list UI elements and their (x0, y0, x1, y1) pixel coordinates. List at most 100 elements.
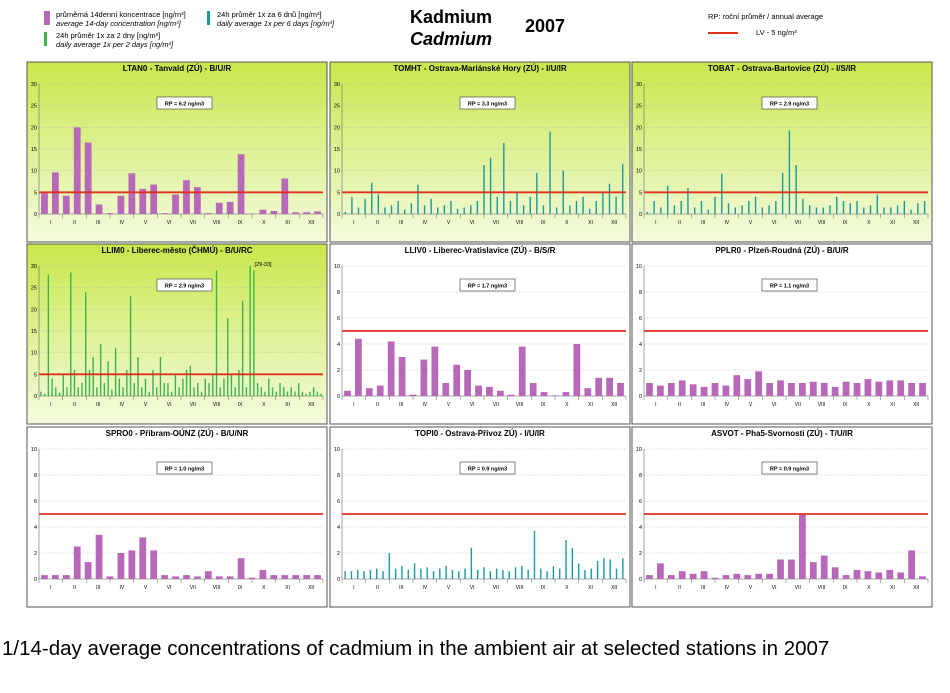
month-label: VIII (213, 585, 221, 591)
month-label: VII (493, 402, 499, 408)
month-label: VIII (516, 585, 524, 591)
data-bar (305, 393, 307, 396)
data-bar (886, 380, 894, 396)
data-bar (533, 530, 536, 579)
data-bar (733, 573, 741, 579)
data-bar (51, 378, 53, 396)
data-bar (357, 207, 360, 214)
data-bar (687, 188, 689, 214)
data-bar (919, 576, 926, 579)
data-bar (185, 370, 188, 396)
panel-title: ASVOT - Pha5-Svornosti (ZÚ) - T/U/IR (711, 429, 853, 438)
data-bar (81, 383, 83, 396)
data-bar (754, 196, 757, 214)
month-label: II (73, 585, 76, 591)
data-bar (137, 357, 139, 396)
data-bar (96, 387, 98, 396)
data-bar (118, 378, 121, 396)
y-tick-label: 0 (639, 577, 642, 583)
y-tick-label: 5 (337, 190, 340, 196)
month-label: IV (422, 220, 427, 226)
month-label: IX (843, 585, 848, 591)
data-bar (286, 391, 289, 396)
data-bar (856, 201, 858, 214)
data-bar (84, 142, 92, 214)
data-bar (897, 380, 905, 396)
y-tick-label: 15 (31, 147, 37, 153)
data-bar (66, 387, 68, 396)
data-bar (609, 559, 611, 579)
y-tick-label: 0 (337, 394, 340, 400)
data-bar (426, 567, 428, 579)
y-tick-label: 6 (34, 499, 37, 505)
data-bar (502, 569, 504, 579)
lv-legend: LV - 5 ng/m³ (708, 28, 823, 38)
data-bar (755, 371, 763, 396)
data-bar (401, 566, 403, 579)
data-bar (831, 567, 839, 579)
data-bar (111, 389, 113, 396)
panel-title: TOPI0 - Ostrava-Přívoz ZÚ) - I/U/IR (415, 429, 545, 438)
data-bar (92, 357, 94, 396)
data-bar (128, 173, 136, 214)
off-scale-note: [29-33] (254, 262, 272, 268)
data-bar (223, 378, 225, 396)
month-label: VII (795, 402, 801, 408)
y-tick-label: 0 (337, 577, 340, 583)
month-label: I (50, 220, 51, 226)
data-bar (802, 198, 804, 214)
month-label: XII (308, 220, 314, 226)
month-label: VII (190, 585, 196, 591)
month-label: VI (167, 220, 172, 226)
y-tick-label: 15 (636, 147, 642, 153)
data-bar (387, 341, 395, 396)
data-bar (831, 386, 839, 396)
annotation-box (459, 96, 516, 110)
data-bar (264, 391, 266, 396)
data-bar (363, 571, 365, 579)
data-bar (798, 514, 806, 579)
month-label: II (376, 585, 379, 591)
data-bar (245, 387, 248, 396)
data-bar (197, 383, 199, 396)
data-bar (646, 211, 649, 214)
month-label: VIII (818, 402, 826, 408)
data-bar (183, 180, 190, 214)
data-bar (382, 571, 384, 579)
y-tick-label: 10 (636, 447, 642, 453)
data-bar (139, 537, 147, 579)
annotation-box (156, 461, 213, 475)
data-bar (761, 207, 764, 214)
month-label: VI (772, 402, 777, 408)
y-tick-label: 5 (34, 190, 37, 196)
data-bar (47, 274, 50, 396)
month-label: X (262, 220, 266, 226)
data-bar (260, 387, 263, 396)
y-tick-label: 2 (639, 551, 642, 557)
month-label: V (749, 220, 753, 226)
data-bar (464, 568, 466, 579)
y-tick-label: 2 (639, 368, 642, 374)
month-label: XII (913, 585, 919, 591)
y-tick-label: 2 (337, 551, 340, 557)
y-tick-label: 10 (334, 264, 340, 270)
panel-title: LTAN0 - Tanvald (ZÚ) - B/U/R (123, 64, 232, 73)
y-tick-label: 0 (639, 394, 642, 400)
data-bar (281, 575, 289, 579)
data-bar (559, 568, 561, 579)
data-bar (204, 571, 212, 579)
data-bar (253, 270, 255, 396)
data-bar (344, 571, 346, 579)
data-bar (775, 201, 777, 214)
month-label: VII (493, 585, 499, 591)
data-bar (99, 344, 102, 396)
y-tick-label: 0 (34, 212, 37, 218)
data-bar (420, 568, 422, 579)
data-bar (890, 207, 892, 214)
annotation-box (156, 96, 213, 110)
data-bar (292, 575, 300, 579)
data-bar (582, 196, 584, 214)
data-bar (407, 569, 409, 579)
data-bar (77, 387, 79, 396)
data-bar (141, 387, 143, 396)
